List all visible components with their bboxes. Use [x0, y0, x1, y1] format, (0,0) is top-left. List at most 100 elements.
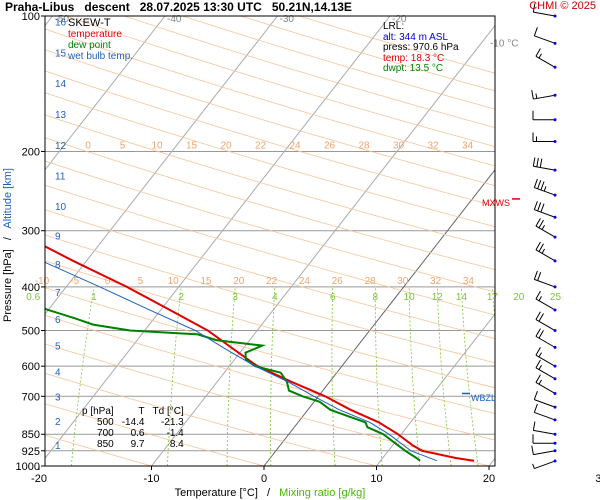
mixing-ratio-label: 25 — [550, 292, 562, 303]
wind-barb-flag — [541, 248, 545, 254]
y-axis-label: Pressure [hPa] / Altitude [km] — [2, 168, 14, 322]
wind-barb — [533, 201, 557, 219]
wind-barb-dot — [553, 193, 557, 197]
theta-label-200: 26 — [324, 140, 336, 151]
wind-barb — [533, 270, 557, 289]
table-cell: 0.6 — [130, 428, 145, 439]
wind-barb — [532, 110, 557, 122]
y-axis-label-pressure: Pressure [hPa] — [2, 249, 14, 322]
mixing-ratio-label: 8 — [373, 292, 379, 303]
wind-barb-flag — [543, 186, 547, 192]
dry-adiabat — [45, 92, 495, 228]
theta-label-400: -10 — [35, 276, 50, 287]
altitude-label: 8 — [55, 260, 61, 271]
wind-barb-flag — [537, 271, 542, 281]
wind-barb-shaft — [534, 399, 556, 408]
wind-barb-dot — [553, 432, 557, 436]
dry-adiabat — [45, 137, 495, 271]
profile-temperature — [45, 245, 475, 462]
wind-barb-flag — [535, 290, 541, 300]
wind-barb-dot — [553, 41, 557, 45]
mixing-ratio-line — [70, 286, 95, 466]
wind-barb-flag — [537, 202, 542, 212]
isotherm-line — [376, 313, 495, 466]
theta-label-400: 28 — [364, 276, 376, 287]
mixing-ratio-label: 12 — [432, 292, 444, 303]
sounding-profiles — [45, 245, 475, 462]
wind-barb-dot — [553, 14, 557, 18]
wind-barb-dot — [553, 405, 557, 409]
pressure-tick-label: 925 — [22, 446, 40, 458]
theta-label-400: 30 — [397, 276, 409, 287]
wind-barb — [535, 374, 557, 395]
wind-barb-dot — [553, 391, 557, 395]
table-header: Td [°C] — [152, 406, 184, 417]
summary-table: p [hPa] T Td [°C] 500 -14.4 -21.3 700 0.… — [78, 406, 188, 450]
table-cell: 700 — [97, 428, 114, 439]
mixing-ratio-label: 0.6 — [26, 292, 40, 303]
altitude-label: 7 — [55, 288, 61, 299]
profile-wet-bulb-temp — [45, 261, 438, 462]
wind-barb-flag — [537, 180, 542, 189]
mixing-ratio-lines — [70, 286, 495, 466]
theta-label-200: 24 — [289, 140, 301, 151]
theta-label-400: 32 — [430, 276, 442, 287]
altitude-label: 10 — [55, 202, 67, 213]
wind-barb-flag — [535, 241, 541, 251]
wind-barb-flag — [538, 330, 544, 339]
mixing-ratio-label: 17 — [487, 292, 499, 303]
mixing-ratio-line — [461, 286, 479, 466]
grid-labels: -80 °C-70-60-50-40-30-20-10 °C0510152022… — [26, 14, 562, 303]
wind-barb — [532, 434, 557, 445]
wind-barb-flag — [541, 225, 545, 230]
theta-label-200: 15 — [186, 140, 198, 151]
altitude-label: 12 — [55, 141, 67, 152]
wind-barb-flag — [532, 463, 535, 469]
wind-barb-dot — [553, 308, 557, 312]
wind-barb — [535, 290, 557, 312]
wind-barb-dot — [553, 418, 557, 422]
isotherm-line — [45, 16, 166, 171]
altitude-label: 13 — [55, 110, 67, 121]
lrl-temp: temp: 18.3 °C — [383, 52, 445, 64]
altitude-label: 11 — [55, 172, 66, 183]
wind-barb-dot — [553, 118, 557, 122]
mixing-ratio-label: 10 — [404, 292, 416, 303]
isotherm-label: -20 — [392, 14, 407, 25]
altitude-label: 1 — [55, 441, 61, 452]
isotherm-label: -50 — [55, 14, 70, 25]
pressure-tick-label: 300 — [22, 226, 40, 238]
pressure-tick-label: 600 — [22, 361, 40, 373]
lrl-dwpt: dwpt: 13.5 °C — [383, 63, 444, 74]
isotherm-line — [45, 16, 278, 315]
wind-barb-dot — [553, 449, 557, 453]
dry-adiabat — [45, 314, 495, 441]
wind-barb-flag — [540, 203, 545, 213]
wind-barb-dot — [553, 259, 557, 263]
wind-barb-flag — [535, 374, 541, 383]
wind-barb — [533, 403, 557, 422]
table-header: T — [138, 406, 145, 417]
coords-label: 50.21N,14.13E — [271, 0, 352, 14]
wind-barb — [532, 157, 557, 172]
mixing-ratio-line — [436, 286, 452, 466]
wind-barb-flag — [531, 445, 534, 455]
mixing-ratio-label: 20 — [513, 292, 525, 303]
isotherm-line — [151, 24, 495, 466]
mixing-ratio-line — [408, 286, 421, 466]
isotherm-line — [263, 169, 495, 466]
mixing-ratio-line — [331, 286, 336, 466]
wind-barb-flag — [533, 27, 538, 36]
wind-barb-flag — [538, 53, 542, 59]
wind-barb-flag — [535, 328, 541, 337]
dry-adiabat — [45, 372, 377, 466]
altitude-label: 2 — [55, 417, 61, 428]
temperature-tick-label: 30 — [595, 473, 600, 485]
theta-label-200: 10 — [151, 140, 163, 151]
wind-barb-flag — [532, 3, 536, 13]
wind-barb-flag — [535, 218, 541, 227]
table-row: 500 -14.4 -21.3 — [78, 417, 188, 428]
table-cell: -21.3 — [160, 417, 184, 428]
wind-barb-flag — [535, 48, 541, 57]
